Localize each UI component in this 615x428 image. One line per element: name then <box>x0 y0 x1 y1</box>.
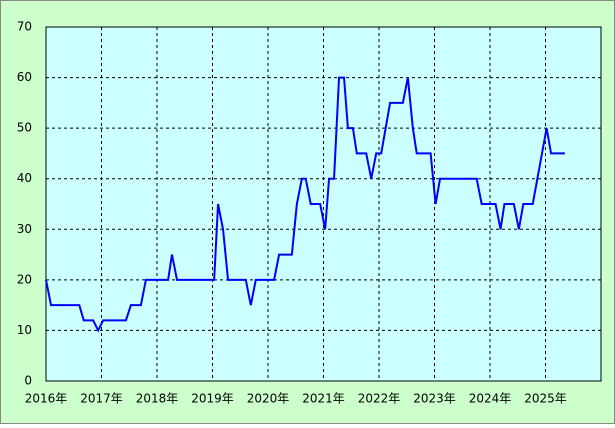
x-tick-label: 2017年 <box>80 392 123 406</box>
x-tick-label: 2025年 <box>524 392 567 406</box>
x-tick-label: 2022年 <box>358 392 401 406</box>
y-tick-label: 10 <box>17 323 32 337</box>
x-tick-label: 2020年 <box>247 392 290 406</box>
x-tick-label: 2024年 <box>469 392 512 406</box>
y-tick-label: 30 <box>17 222 32 236</box>
y-tick-label: 50 <box>17 121 32 135</box>
data-line <box>45 76 565 333</box>
x-tick-label: 2016年 <box>25 392 68 406</box>
y-tick-label: 60 <box>17 70 32 84</box>
plot-border <box>45 26 602 382</box>
y-tick-label: 40 <box>17 171 32 185</box>
y-tick-label: 70 <box>17 20 32 34</box>
x-tick-label: 2018年 <box>136 392 179 406</box>
x-tick-label: 2023年 <box>413 392 456 406</box>
y-tick-label: 20 <box>17 272 32 286</box>
x-tick-label: 2019年 <box>191 392 234 406</box>
x-tick-label: 2021年 <box>302 392 345 406</box>
y-tick-label: 0 <box>24 374 32 388</box>
